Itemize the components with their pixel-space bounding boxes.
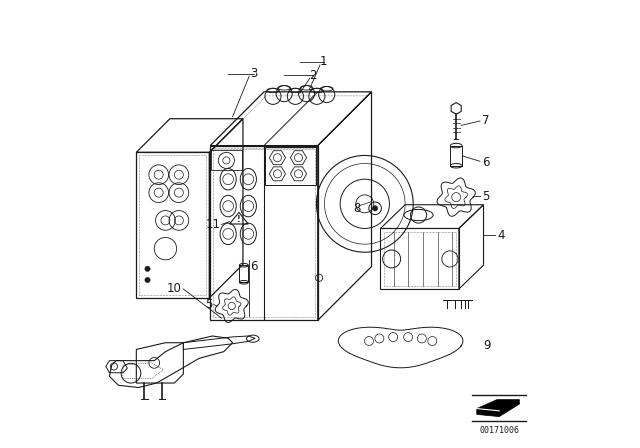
Polygon shape [477, 400, 520, 417]
Text: 4: 4 [497, 228, 504, 242]
Text: !: ! [237, 215, 241, 224]
Text: 7: 7 [482, 114, 490, 128]
Circle shape [372, 206, 378, 211]
Text: 9: 9 [484, 339, 491, 353]
Text: 1: 1 [320, 55, 327, 69]
Text: 5: 5 [482, 190, 490, 203]
Text: 6: 6 [482, 155, 490, 169]
Text: 8: 8 [353, 202, 360, 215]
Text: 00171006: 00171006 [479, 426, 519, 435]
Circle shape [145, 277, 150, 283]
Text: 10: 10 [167, 282, 182, 296]
Text: 6: 6 [250, 259, 258, 273]
Text: 5: 5 [205, 298, 212, 311]
Text: 11: 11 [205, 218, 221, 231]
Circle shape [145, 266, 150, 271]
Text: 2: 2 [310, 69, 317, 82]
Text: 3: 3 [250, 67, 257, 81]
